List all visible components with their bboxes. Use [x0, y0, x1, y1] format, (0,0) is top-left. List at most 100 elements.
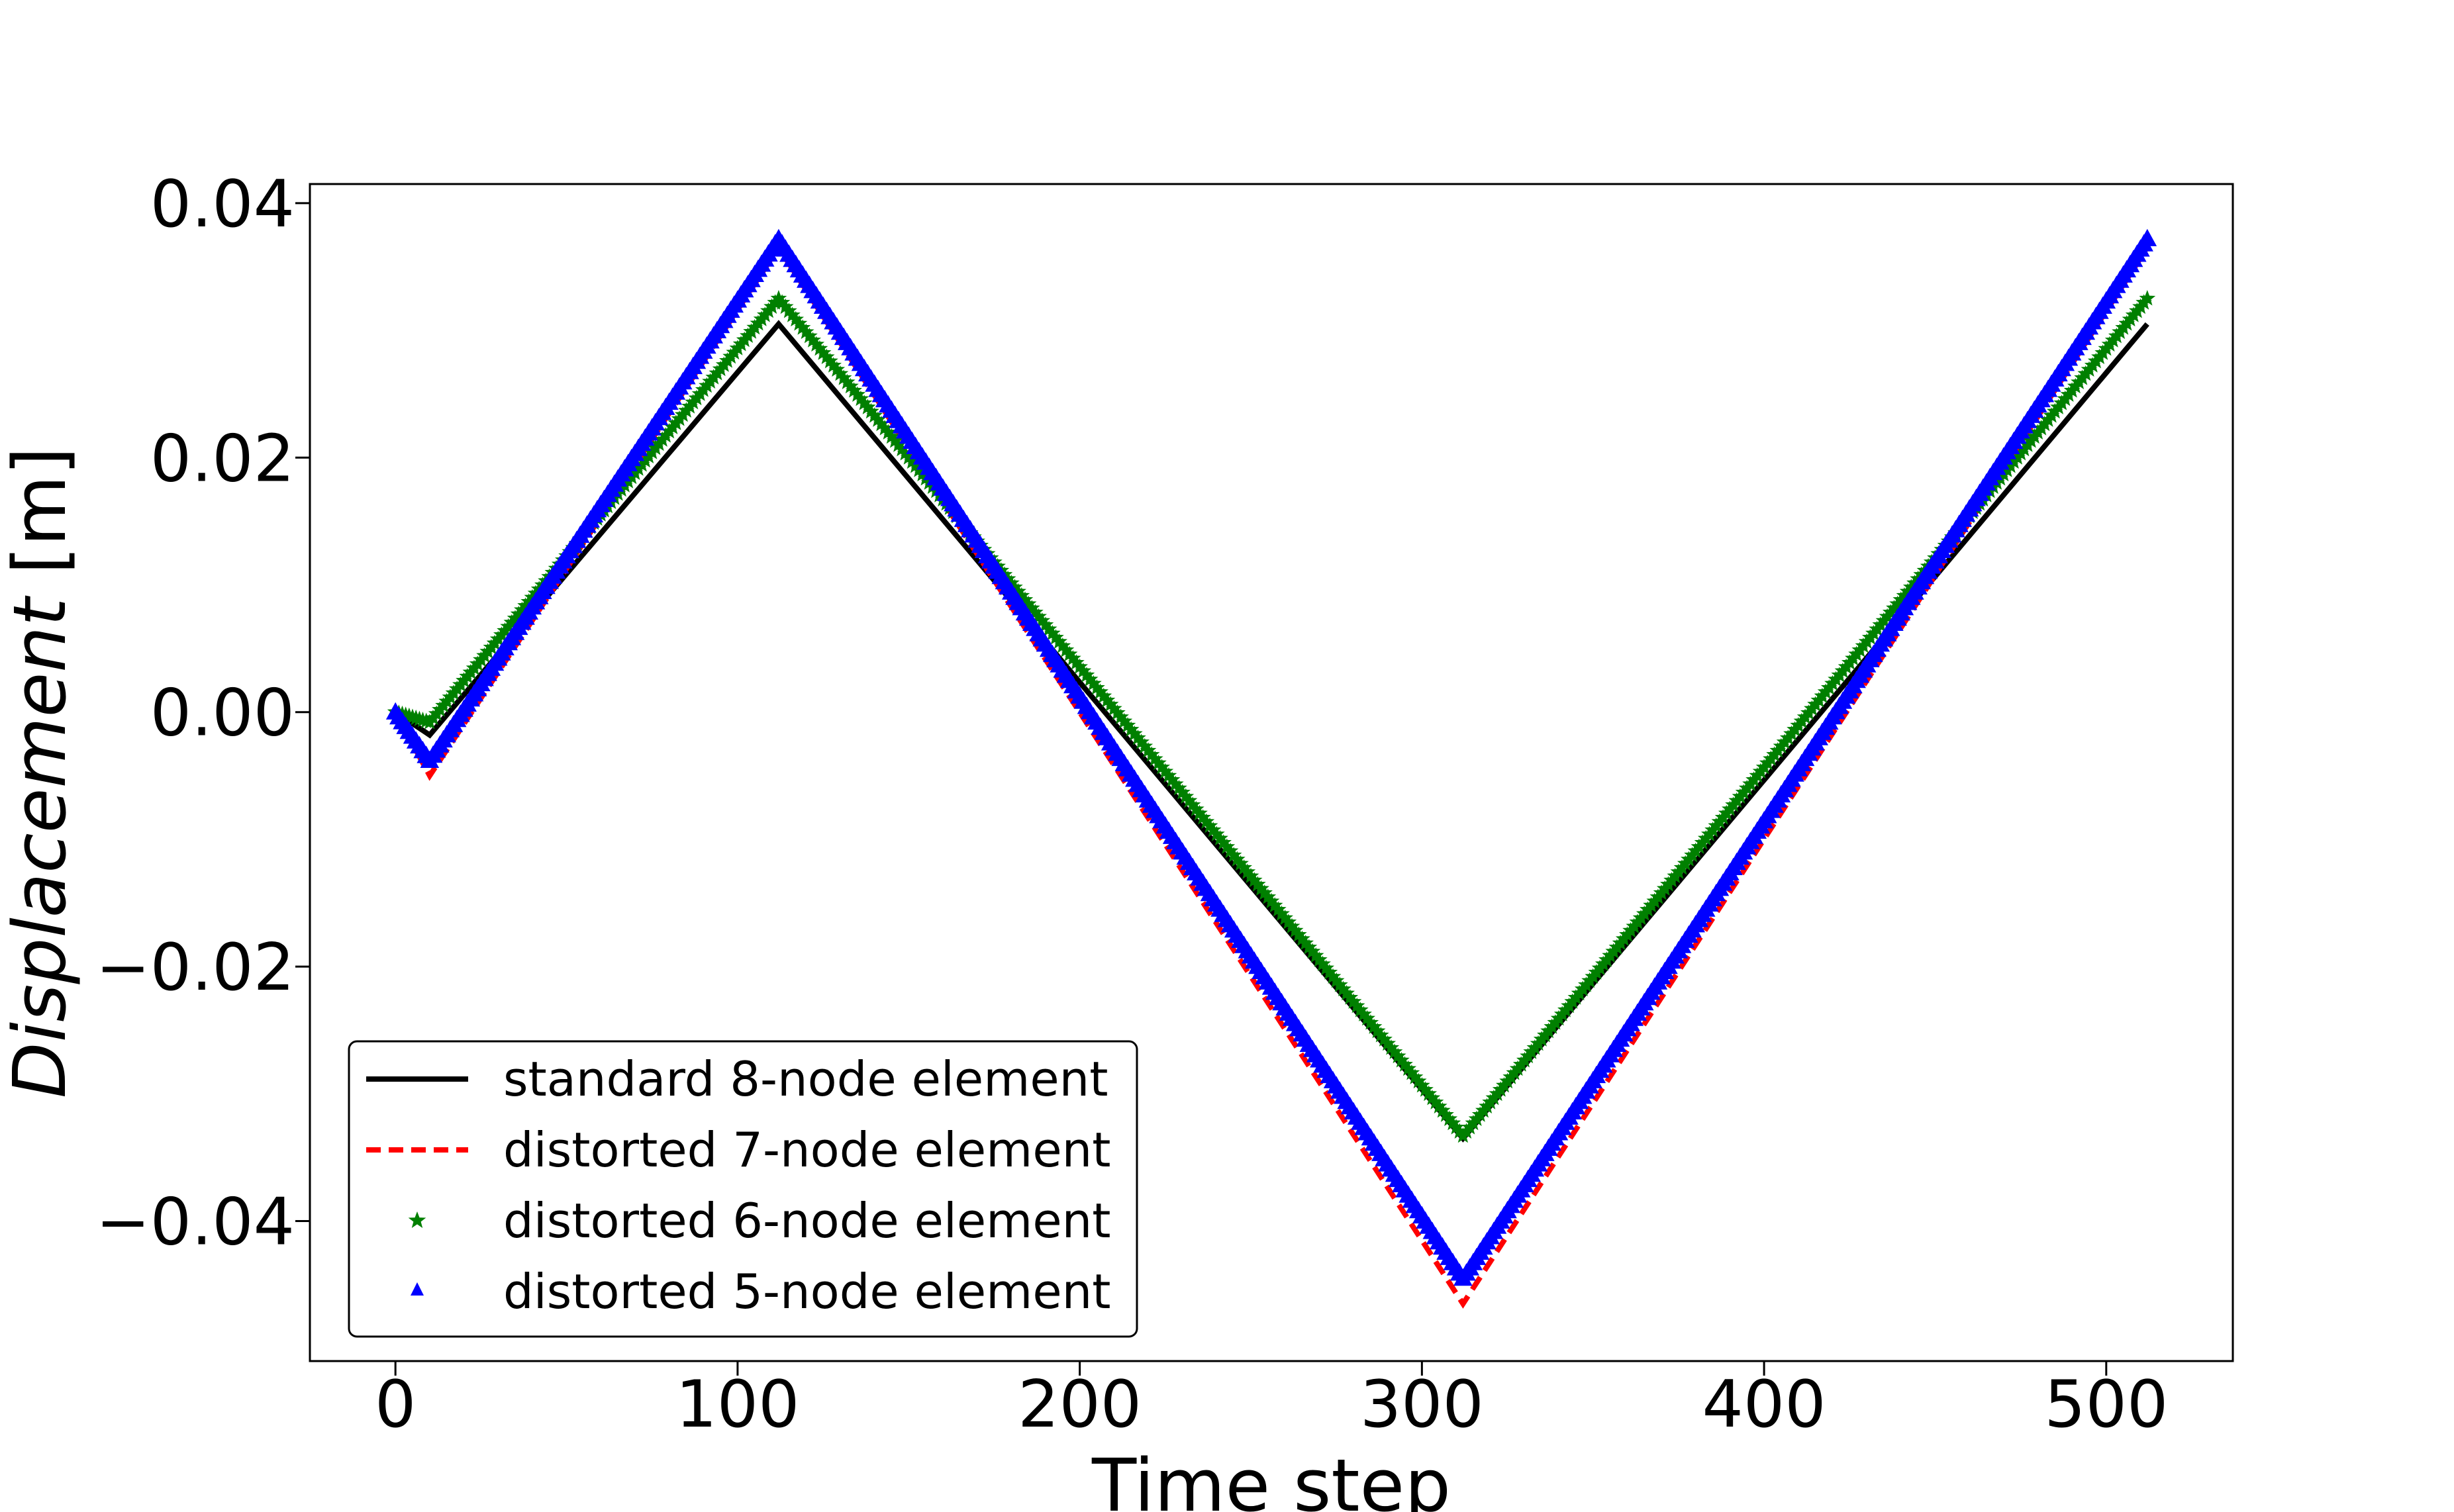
data-point: [1195, 809, 1211, 825]
data-point: [1081, 671, 1099, 686]
data-point: [1136, 737, 1153, 754]
data-point: [784, 307, 801, 322]
data-point: [1259, 888, 1277, 904]
data-point: [1171, 779, 1187, 796]
data-point: [1297, 934, 1314, 951]
data-point: [883, 428, 900, 444]
data-point: [1133, 733, 1150, 749]
y-axis-label-unit: [m]: [0, 447, 82, 598]
data-point: [1160, 767, 1177, 783]
series-standard-8-node-element: [393, 320, 2149, 1143]
data-point: [1400, 1060, 1417, 1076]
data-point: [1215, 834, 1232, 850]
data-point: [791, 314, 808, 331]
data-point: [1030, 608, 1047, 624]
data-point: [1410, 1072, 1427, 1089]
data-point: [893, 440, 910, 457]
legend-label-standard-8-node: standard 8-node element: [503, 1051, 1108, 1107]
data-point: [1054, 637, 1071, 653]
data-point: [1085, 675, 1102, 691]
data-point: [1181, 792, 1198, 808]
data-point: [1403, 1064, 1420, 1080]
data-point: [1163, 771, 1181, 787]
data-point: [887, 432, 903, 448]
data-point: [1006, 579, 1023, 594]
data-point: [1362, 1014, 1379, 1030]
data-point: [832, 365, 849, 381]
data-point: [1335, 980, 1351, 996]
legend-label-distorted-6-node: distorted 6-node element: [503, 1193, 1110, 1249]
data-point: [1321, 964, 1338, 980]
data-point: [1027, 604, 1044, 620]
data-point: [863, 402, 879, 419]
data-point: [1424, 1089, 1441, 1106]
data-point: [1071, 658, 1088, 674]
data-point: [1256, 884, 1273, 900]
data-point: [849, 386, 866, 402]
data-point: [1250, 876, 1266, 892]
data-point: [1239, 863, 1256, 879]
data-point: [1109, 704, 1126, 720]
data-point: [1040, 620, 1057, 637]
legend: standard 8-node element distorted 7-node…: [348, 1040, 1138, 1338]
y-axis-label: Displacement [m]: [0, 447, 82, 1098]
data-point: [879, 424, 897, 440]
data-point: [794, 319, 811, 335]
data-point: [1359, 1010, 1375, 1026]
data-point: [1273, 905, 1290, 921]
data-point: [1119, 717, 1136, 733]
data-point: [1414, 1076, 1430, 1093]
data-point: [852, 390, 869, 406]
data-point: [1112, 708, 1129, 724]
data-point: [1222, 842, 1239, 859]
data-point: [2139, 290, 2156, 306]
data-point: [801, 327, 818, 344]
data-point: [1020, 595, 1037, 612]
data-point: [1307, 947, 1324, 963]
data-point: [1061, 645, 1078, 661]
series-distorted-6-node-element: [387, 290, 2156, 1143]
data-point: [1102, 696, 1119, 712]
data-point: [828, 361, 846, 377]
data-point: [1225, 847, 1242, 863]
data-point: [890, 436, 907, 452]
data-point: [770, 290, 787, 306]
data-point: [873, 415, 890, 432]
data-point: [1064, 649, 1081, 666]
data-point: [1010, 583, 1026, 599]
data-point: [1037, 616, 1054, 632]
data-point: [907, 457, 924, 473]
data-point: [1153, 759, 1170, 775]
data-point: [1291, 926, 1307, 942]
data-point: [1386, 1043, 1403, 1059]
data-point: [1451, 1123, 1468, 1139]
data-point: [1212, 829, 1228, 846]
data-point: [1023, 600, 1040, 616]
data-point: [1266, 897, 1283, 913]
data-point: [1373, 1027, 1389, 1043]
data-point: [1318, 959, 1334, 976]
data-point: [1191, 804, 1208, 821]
data-point: [1242, 867, 1259, 884]
x-tick-label: 100: [675, 1367, 799, 1442]
data-point: [1013, 587, 1030, 603]
data-point: [1379, 1035, 1397, 1051]
data-point: [1116, 712, 1133, 729]
data-point: [1078, 667, 1095, 683]
data-point: [1140, 742, 1157, 758]
data-point: [1016, 591, 1034, 607]
legend-swatch-distorted-5-node: [411, 1282, 424, 1296]
data-point: [1095, 687, 1112, 704]
data-point: [869, 411, 887, 427]
data-point: [900, 449, 917, 465]
data-point: [859, 399, 876, 414]
data-point: [773, 294, 791, 310]
legend-label-distorted-5-node: distorted 5-node element: [503, 1264, 1110, 1319]
data-point: [1208, 826, 1225, 841]
data-point: [1236, 859, 1252, 875]
data-point: [805, 332, 821, 348]
data-point: [1198, 813, 1215, 829]
data-point: [814, 344, 832, 360]
data-point: [1352, 1002, 1369, 1017]
data-point: [1201, 817, 1218, 833]
